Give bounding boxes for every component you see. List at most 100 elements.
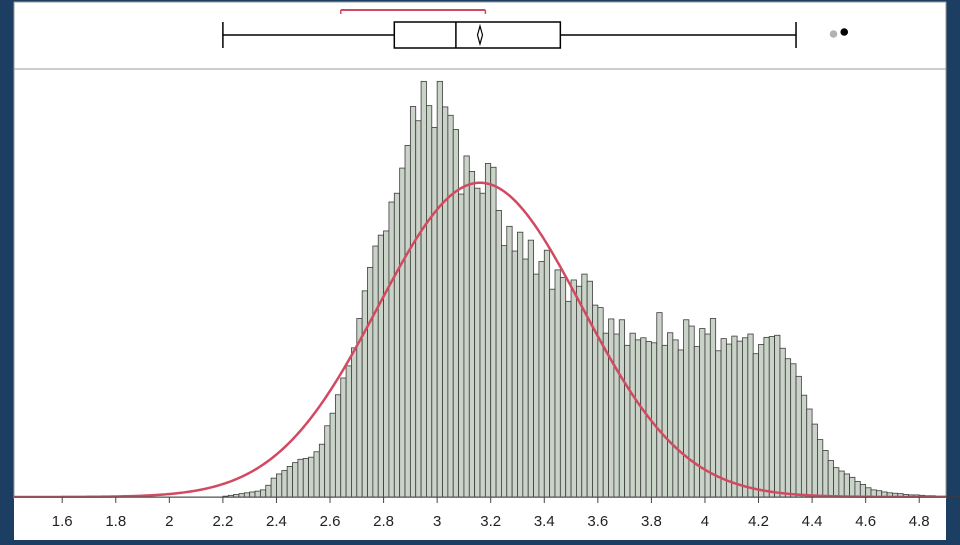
histogram-bar bbox=[673, 340, 678, 497]
histogram-bar bbox=[271, 478, 276, 497]
histogram-bar bbox=[416, 121, 421, 497]
x-tick-label: 3.8 bbox=[641, 513, 662, 530]
x-tick-label: 4.2 bbox=[748, 513, 769, 530]
histogram-bar bbox=[823, 450, 828, 497]
x-tick-label: 4.4 bbox=[802, 513, 823, 530]
histogram-bar bbox=[791, 364, 796, 497]
histogram-bar bbox=[689, 326, 694, 497]
histogram-bar bbox=[839, 471, 844, 497]
histogram-bar bbox=[282, 471, 287, 497]
histogram-bar bbox=[507, 226, 512, 497]
histogram-bar bbox=[710, 319, 715, 497]
histogram-bar bbox=[459, 194, 464, 497]
histogram-bar bbox=[319, 444, 324, 497]
histogram-bar bbox=[855, 482, 860, 498]
histogram-bar bbox=[560, 277, 565, 497]
histogram-bar bbox=[662, 345, 667, 497]
histogram-bar bbox=[619, 320, 624, 497]
x-tick-label: 2.6 bbox=[320, 513, 341, 530]
histogram-bar bbox=[769, 337, 774, 497]
x-tick-label: 3.2 bbox=[480, 513, 501, 530]
histogram-bar bbox=[678, 350, 683, 497]
histogram-bar bbox=[485, 163, 490, 497]
histogram-bar bbox=[512, 251, 517, 497]
histogram-bar bbox=[566, 301, 571, 497]
histogram-bar bbox=[844, 474, 849, 497]
histogram-bar bbox=[287, 466, 292, 497]
histogram-bar bbox=[667, 333, 672, 497]
histogram-bar bbox=[298, 459, 303, 497]
histogram-bar bbox=[850, 477, 855, 497]
x-tick-label: 3.4 bbox=[534, 513, 555, 530]
histogram-bar bbox=[742, 338, 747, 497]
histogram-bar bbox=[250, 492, 255, 497]
histogram-bar bbox=[384, 231, 389, 497]
histogram-bar bbox=[828, 461, 833, 497]
histogram-bar bbox=[426, 106, 431, 497]
histogram-bar bbox=[437, 81, 442, 497]
histogram-bar bbox=[303, 458, 308, 497]
histogram-bar bbox=[576, 286, 581, 497]
histogram-bar bbox=[528, 240, 533, 497]
histogram-bar bbox=[555, 270, 560, 497]
histogram-bar bbox=[523, 259, 528, 497]
histogram-bar bbox=[309, 457, 314, 497]
x-tick-label: 4.8 bbox=[909, 513, 930, 530]
histogram-bar bbox=[721, 339, 726, 497]
histogram-bar bbox=[341, 378, 346, 497]
histogram-bar bbox=[801, 395, 806, 497]
histogram-bar bbox=[603, 333, 608, 497]
histogram-bar bbox=[453, 130, 458, 497]
histogram-bar bbox=[726, 344, 731, 497]
histogram-bar bbox=[748, 334, 753, 497]
histogram-bar bbox=[293, 463, 298, 497]
histogram-bar bbox=[609, 319, 614, 497]
histogram-bar bbox=[244, 493, 249, 497]
histogram-bar bbox=[389, 202, 394, 497]
histogram-bar bbox=[351, 348, 356, 497]
histogram-bar bbox=[421, 81, 426, 497]
histogram-bar bbox=[834, 468, 839, 497]
histogram-bar bbox=[571, 280, 576, 497]
x-tick-label: 3.6 bbox=[587, 513, 608, 530]
histogram-bar bbox=[550, 289, 555, 497]
histogram-bar bbox=[807, 409, 812, 497]
histogram-bar bbox=[625, 345, 630, 497]
box-outlier-point bbox=[830, 30, 838, 38]
histogram-bar bbox=[346, 366, 351, 497]
histogram-bar bbox=[410, 106, 415, 497]
histogram-bar bbox=[732, 336, 737, 497]
histogram-bar bbox=[737, 341, 742, 497]
histogram-bar bbox=[255, 491, 260, 497]
histogram-bar bbox=[759, 344, 764, 497]
x-tick-label: 2 bbox=[165, 513, 173, 530]
x-tick-label: 1.6 bbox=[52, 513, 73, 530]
histogram-bar bbox=[700, 329, 705, 497]
histogram-bar bbox=[785, 359, 790, 497]
histogram-bar bbox=[266, 485, 271, 497]
histogram-bar bbox=[448, 115, 453, 497]
histogram-bar bbox=[544, 250, 549, 497]
histogram-bar bbox=[860, 484, 865, 497]
histogram-bar bbox=[534, 274, 539, 497]
histogram-bar bbox=[539, 262, 544, 497]
histogram-bar bbox=[657, 313, 662, 497]
histogram-bar bbox=[325, 426, 330, 497]
histogram-bar bbox=[496, 210, 501, 497]
histogram-bar bbox=[335, 395, 340, 497]
histogram-bar bbox=[378, 235, 383, 497]
histogram-bar bbox=[764, 337, 769, 497]
histogram-bar bbox=[614, 334, 619, 497]
histogram-bar bbox=[464, 156, 469, 497]
histogram-bar bbox=[239, 494, 244, 497]
histogram-bar bbox=[635, 340, 640, 497]
histogram-bar bbox=[780, 348, 785, 497]
histogram-bar bbox=[373, 246, 378, 497]
histogram-bar bbox=[694, 347, 699, 497]
histogram-bar bbox=[587, 281, 592, 497]
x-tick-label: 3 bbox=[433, 513, 441, 530]
histogram-bar bbox=[491, 167, 496, 497]
histogram-bar bbox=[812, 424, 817, 497]
x-tick-label: 2.2 bbox=[212, 513, 233, 530]
